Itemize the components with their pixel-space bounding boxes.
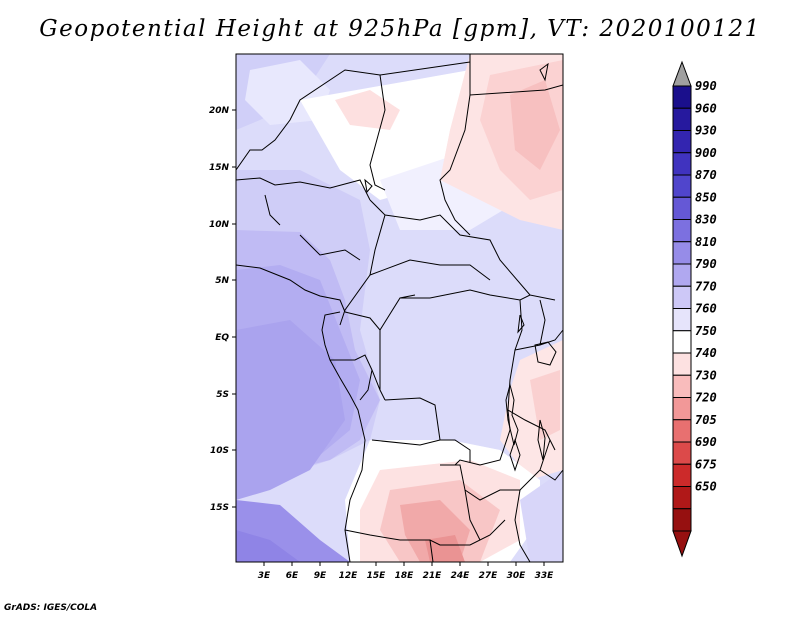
colorbar-swatch — [672, 219, 692, 243]
colorbar-level-label: 705 — [695, 413, 717, 427]
colorbar-level-label: 900 — [695, 146, 717, 160]
colorbar-swatch — [672, 130, 692, 154]
colorbar-swatch — [672, 463, 692, 487]
colorbar-level-label: 740 — [695, 346, 717, 360]
colorbar-swatch — [672, 330, 692, 354]
colorbar-level-label: 760 — [695, 302, 717, 316]
lat-label-5n: 5N — [215, 276, 229, 286]
colorbar-level-label: 750 — [695, 324, 717, 338]
lon-label-9e: 9E — [314, 571, 327, 581]
lon-label-21e: 21E — [423, 571, 443, 581]
colorbar-swatch — [672, 486, 692, 510]
colorbar-level-label: 850 — [695, 190, 717, 204]
colorbar-level-label: 770 — [695, 279, 717, 293]
lat-label-15s: 15S — [210, 503, 229, 513]
lon-label-24e: 24E — [451, 571, 471, 581]
lat-ticks — [232, 109, 236, 508]
colorbar-swatch — [672, 508, 692, 532]
lat-labels: 20N 15N 10N 5N EQ 5S 10S 15S — [209, 106, 230, 513]
lat-label-20n: 20N — [209, 106, 230, 116]
lat-label-5s: 5S — [216, 390, 229, 400]
lon-label-12e: 12E — [339, 571, 359, 581]
colorbar: 990 960 930 900 870 850 830 810 790 770 760 750 740 7… — [672, 60, 717, 558]
colorbar-swatch — [672, 263, 692, 287]
colorbar-level-label: 720 — [695, 391, 717, 405]
colorbar-swatch — [672, 352, 692, 376]
colorbar-swatch — [672, 107, 692, 131]
country-borders — [236, 54, 563, 562]
colorbar-swatch — [672, 308, 692, 332]
colorbar-swatch — [672, 374, 692, 398]
colorbar-swatch — [672, 152, 692, 176]
colorbar-level-label: 810 — [695, 235, 717, 249]
colorbar-level-label: 960 — [695, 101, 717, 115]
colorbar-top-arrow — [672, 60, 692, 87]
lon-label-3e: 3E — [258, 571, 271, 581]
colorbar-level-label: 675 — [695, 457, 717, 471]
colorbar-boxes — [672, 85, 692, 532]
lakes-outline — [364, 62, 557, 472]
colorbar-swatch — [672, 397, 692, 421]
colorbar-swatch — [672, 419, 692, 443]
colorbar-level-label: 830 — [695, 213, 717, 227]
lat-label-15n: 15N — [209, 163, 230, 173]
colorbar-bottom-arrow — [672, 530, 692, 558]
height-field-shading — [236, 54, 563, 562]
footer-credit: GrADS: IGES/COLA — [4, 603, 98, 613]
colorbar-level-label: 790 — [695, 257, 717, 271]
map-frame — [235, 53, 564, 563]
colorbar-level-label: 990 — [695, 79, 717, 93]
colorbar-level-label: 930 — [695, 124, 717, 138]
colorbar-swatch — [672, 85, 692, 109]
colorbar-level-label: 650 — [695, 480, 717, 494]
lon-label-15e: 15E — [367, 571, 387, 581]
colorbar-level-label: 690 — [695, 435, 717, 449]
lon-label-30e: 30E — [507, 571, 527, 581]
colorbar-level-label: 870 — [695, 168, 717, 182]
lon-label-33e: 33E — [535, 571, 555, 581]
colorbar-swatch — [672, 241, 692, 265]
lat-label-10s: 10S — [210, 446, 229, 456]
colorbar-level-label: 730 — [695, 368, 717, 382]
lat-label-eq: EQ — [215, 333, 229, 343]
lon-labels: 3E 6E 9E 12E 15E 18E 21E 24E 27E 30E 33E — [258, 571, 554, 581]
lon-ticks — [263, 562, 545, 566]
lat-label-10n: 10N — [209, 220, 230, 230]
lon-label-27e: 27E — [479, 571, 499, 581]
colorbar-swatch — [672, 196, 692, 220]
map-title: Geopotential Height at 925hPa [gpm], VT:… — [39, 16, 761, 42]
lon-label-6e: 6E — [286, 571, 299, 581]
colorbar-swatch — [672, 285, 692, 309]
lon-label-18e: 18E — [395, 571, 415, 581]
colorbar-swatch — [672, 174, 692, 198]
colorbar-swatch — [672, 441, 692, 465]
colorbar-labels: 990 960 930 900 870 850 830 810 790 770 760 750 740 7… — [695, 79, 717, 494]
